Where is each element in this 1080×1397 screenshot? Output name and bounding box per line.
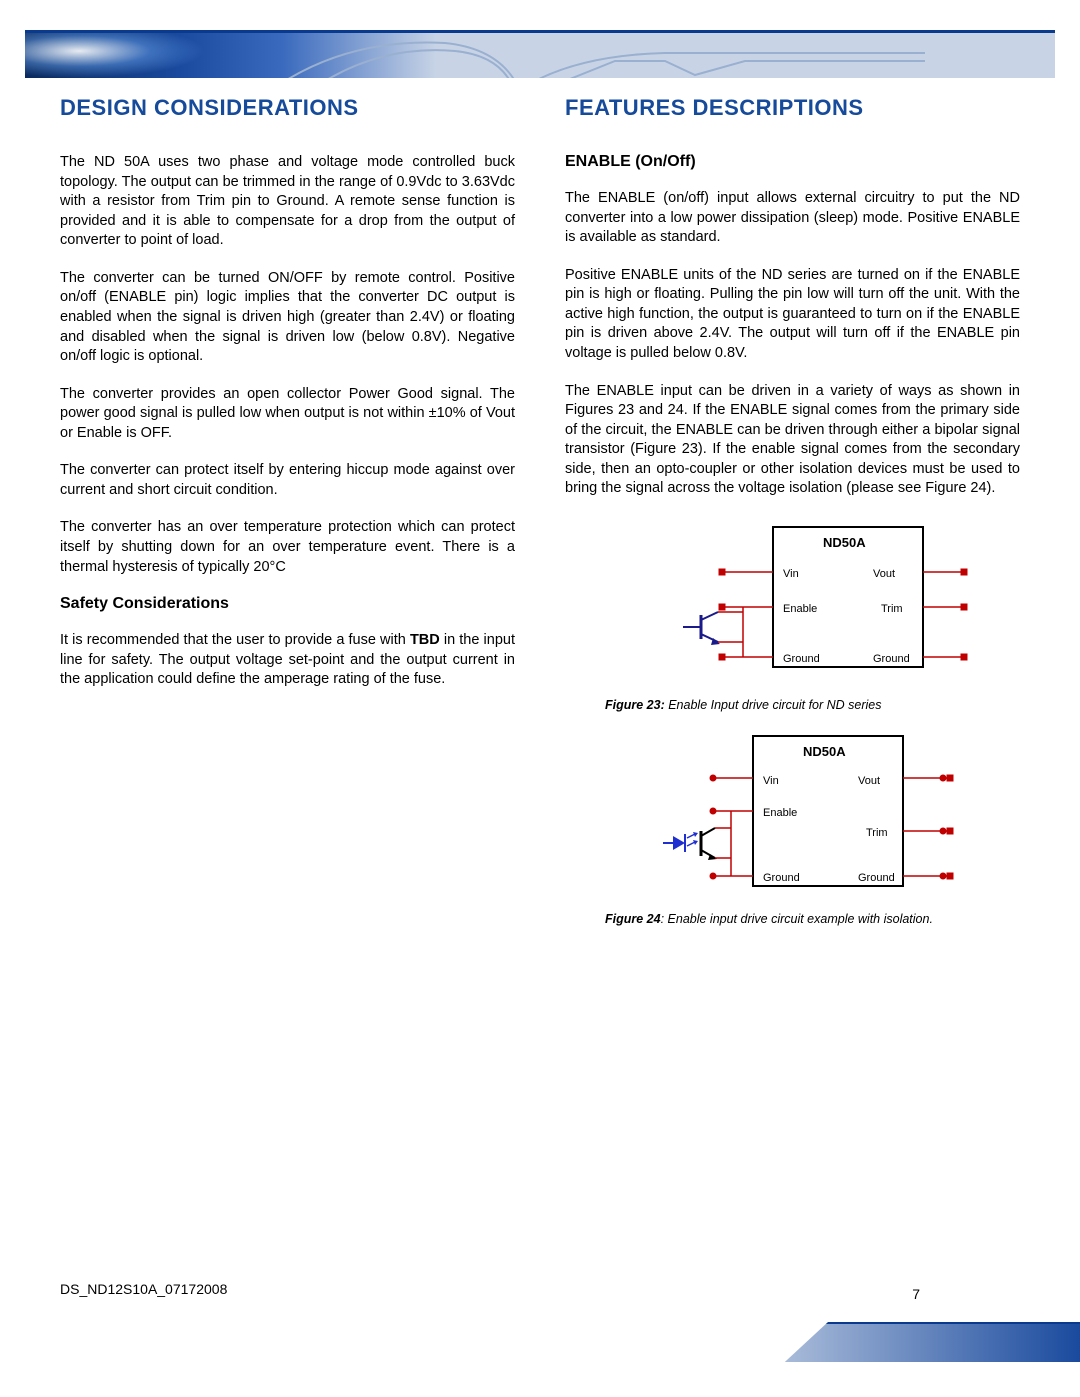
figure-23: ND50A Vin Enable Ground Vout Trim Ground [565,517,1020,692]
figure-23-caption: Figure 23: Enable Input drive circuit fo… [565,698,1020,712]
left-column: DESIGN CONSIDERATIONS The ND 50A uses tw… [60,95,515,708]
svg-text:Vout: Vout [858,775,880,787]
subheading-enable: ENABLE (On/Off) [565,153,1020,171]
svg-text:Enable: Enable [783,603,817,615]
footer-banner [720,1322,1080,1362]
para: The ENABLE input can be driven in a vari… [565,382,1020,499]
circuit-fig24: ND50A Vin Enable Ground Vout Trim Ground [613,726,973,901]
figure-24: ND50A Vin Enable Ground Vout Trim Ground [565,726,1020,906]
header-banner [25,30,1055,78]
svg-text:Ground: Ground [763,872,800,884]
banner-glow [25,33,205,78]
svg-text:Vin: Vin [783,568,799,580]
para: The converter provides an open collector… [60,385,515,444]
right-column: FEATURES DESCRIPTIONS ENABLE (On/Off) Th… [565,95,1020,940]
optocoupler-icon [663,828,731,860]
page-number: 7 [912,1286,920,1302]
svg-text:Vin: Vin [763,775,779,787]
heading-features-descriptions: FEATURES DESCRIPTIONS [565,95,1020,121]
para: The converter can protect itself by ente… [60,461,515,500]
heading-design-considerations: DESIGN CONSIDERATIONS [60,95,515,121]
para: It is recommended that the user to provi… [60,631,515,690]
svg-text:ND50A: ND50A [823,535,866,550]
svg-text:Vout: Vout [873,568,895,580]
subheading-safety: Safety Considerations [60,595,515,613]
svg-text:ND50A: ND50A [803,744,846,759]
para: The ND 50A uses two phase and voltage mo… [60,153,515,251]
svg-text:Ground: Ground [873,653,910,665]
svg-text:Ground: Ground [858,872,895,884]
bjt-icon [683,612,743,645]
para: The converter has an over temperature pr… [60,518,515,577]
svg-text:Enable: Enable [763,807,797,819]
svg-text:Ground: Ground [783,653,820,665]
circuit-fig23: ND50A Vin Enable Ground Vout Trim Ground [613,517,973,687]
svg-text:Trim: Trim [881,603,903,615]
footer-doc-id: DS_ND12S10A_07172008 [60,1281,1020,1297]
para: The converter can be turned ON/OFF by re… [60,269,515,367]
para: Positive ENABLE units of the ND series a… [565,266,1020,364]
para: The ENABLE (on/off) input allows externa… [565,189,1020,248]
svg-text:Trim: Trim [866,827,888,839]
figure-24-caption: Figure 24: Enable input drive circuit ex… [565,912,1020,926]
